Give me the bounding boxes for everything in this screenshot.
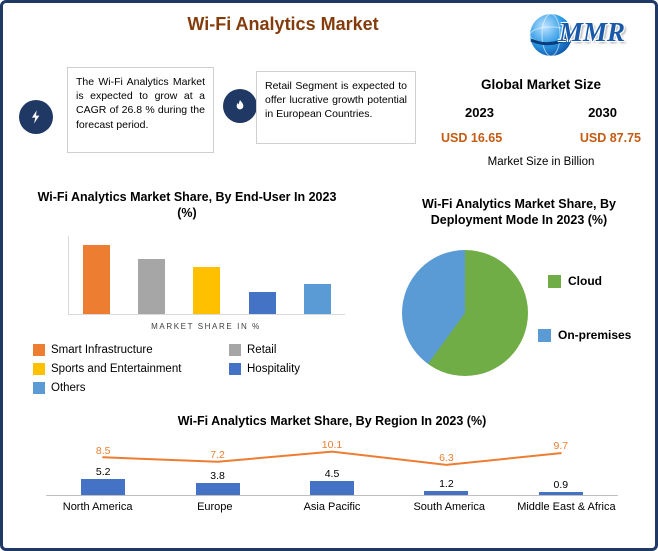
region-chart-title: Wi-Fi Analytics Market Share, By Region … <box>177 414 487 428</box>
legend-item-2: Retail <box>229 343 361 356</box>
enduser-bar-chart: Wi-Fi Analytics Market Share, By End-Use… <box>13 189 361 394</box>
legend-swatch <box>33 362 45 375</box>
region-line-value: 7.2 <box>210 449 225 462</box>
logo-text: MMR <box>559 17 626 47</box>
region-bar-1 <box>81 478 126 496</box>
region-plot-area: 5.2 8.5 3.8 7.2 4.5 10.1 1.2 6.3 0.9 9.7 <box>46 438 618 497</box>
region-category-label: South America <box>413 501 485 514</box>
legend-item-4: Hospitality <box>229 362 361 375</box>
region-line-value: 6.3 <box>439 452 454 465</box>
pie-legend-label: Cloud <box>568 274 602 288</box>
legend-label: Others <box>51 381 86 394</box>
year-end: 2030 <box>588 105 617 120</box>
legend-swatch <box>33 381 45 394</box>
region-bar-value: 4.5 <box>324 467 340 480</box>
flame-icon <box>223 89 257 123</box>
region-category-label: Asia Pacific <box>303 501 361 514</box>
region-bar-4 <box>424 491 469 496</box>
enduser-bar-5 <box>303 284 331 314</box>
region-chart: Wi-Fi Analytics Market Share, By Region … <box>13 413 651 513</box>
region-trend-line <box>102 450 562 467</box>
region-bar-value: 3.8 <box>210 470 225 483</box>
pie-legend-on-premises: On-premises <box>538 328 631 342</box>
region-line-value: 9.7 <box>553 440 569 453</box>
market-size-years: 2023 2030 <box>435 105 647 120</box>
region-line-value: 8.5 <box>95 444 111 457</box>
legend-label: Hospitality <box>247 362 301 375</box>
enduser-bar-2 <box>138 258 166 314</box>
market-size-heading: Global Market Size <box>480 77 602 92</box>
enduser-bar-3 <box>193 266 221 314</box>
legend-item-5: Others <box>33 381 229 394</box>
region-category-labels: North America Europe Asia Pacific South Ame… <box>39 501 625 513</box>
legend-swatch <box>229 362 241 375</box>
pie-legend-swatch <box>548 274 561 288</box>
pie-legend-swatch <box>538 328 551 342</box>
retail-callout-text: Retail Segment is expected to offer lucr… <box>256 71 416 144</box>
legend-swatch <box>33 343 45 356</box>
mmr-logo: MMR <box>527 9 643 61</box>
market-size-panel: Global Market Size 2023 2030 USD 16.65 U… <box>435 77 647 168</box>
deployment-pie-chart: Wi-Fi Analytics Market Share, By Deploym… <box>388 196 650 384</box>
region-bar-2 <box>195 483 240 496</box>
enduser-chart-title: Wi-Fi Analytics Market Share, By End-Use… <box>37 190 337 221</box>
region-bar-value: 1.2 <box>439 478 454 491</box>
legend-swatch <box>229 343 241 356</box>
deployment-pie <box>402 250 528 376</box>
region-bar-3 <box>310 480 354 496</box>
legend-label: Retail <box>247 343 277 356</box>
enduser-bar-1 <box>83 245 111 314</box>
pie-legend-label: On-premises <box>558 328 632 342</box>
globe-icon <box>527 11 575 64</box>
region-category-label: Europe <box>197 501 233 514</box>
year-start: 2023 <box>465 105 494 120</box>
legend-item-3: Sports and Entertainment <box>33 362 229 375</box>
page-title: Wi-Fi Analytics Market <box>187 14 379 34</box>
pie-legend-cloud: Cloud <box>548 274 602 288</box>
enduser-bar-4 <box>248 292 276 314</box>
region-line-value: 10.1 <box>321 438 343 451</box>
enduser-axis-label: MARKET SHARE IN % <box>151 321 261 331</box>
value-start: USD 16.65 <box>441 131 503 145</box>
legend-item-1: Smart Infrastructure <box>33 343 229 356</box>
enduser-legend: Smart Infrastructure Retail Sports and Ent… <box>33 343 361 394</box>
cagr-callout-text: The Wi-Fi Analytics Market is expected t… <box>67 67 214 153</box>
value-end: USD 87.75 <box>579 131 641 145</box>
legend-label: Smart Infrastructure <box>51 343 153 356</box>
enduser-plot-area <box>68 235 345 315</box>
deployment-chart-title: Wi-Fi Analytics Market Share, By Deploym… <box>422 197 616 228</box>
region-bar-5 <box>538 492 583 496</box>
deployment-legend: Cloud On-premises <box>388 196 650 384</box>
legend-label: Sports and Entertainment <box>51 362 182 375</box>
region-category-label: Middle East & Africa <box>517 501 616 514</box>
market-size-values: USD 16.65 USD 87.75 <box>435 131 647 145</box>
region-category-label: North America <box>62 501 133 514</box>
lightning-bolt-icon <box>19 100 53 134</box>
region-bar-value: 0.9 <box>553 479 569 492</box>
market-size-note: Market Size in Billion <box>487 156 595 168</box>
region-bar-value: 5.2 <box>95 465 111 478</box>
